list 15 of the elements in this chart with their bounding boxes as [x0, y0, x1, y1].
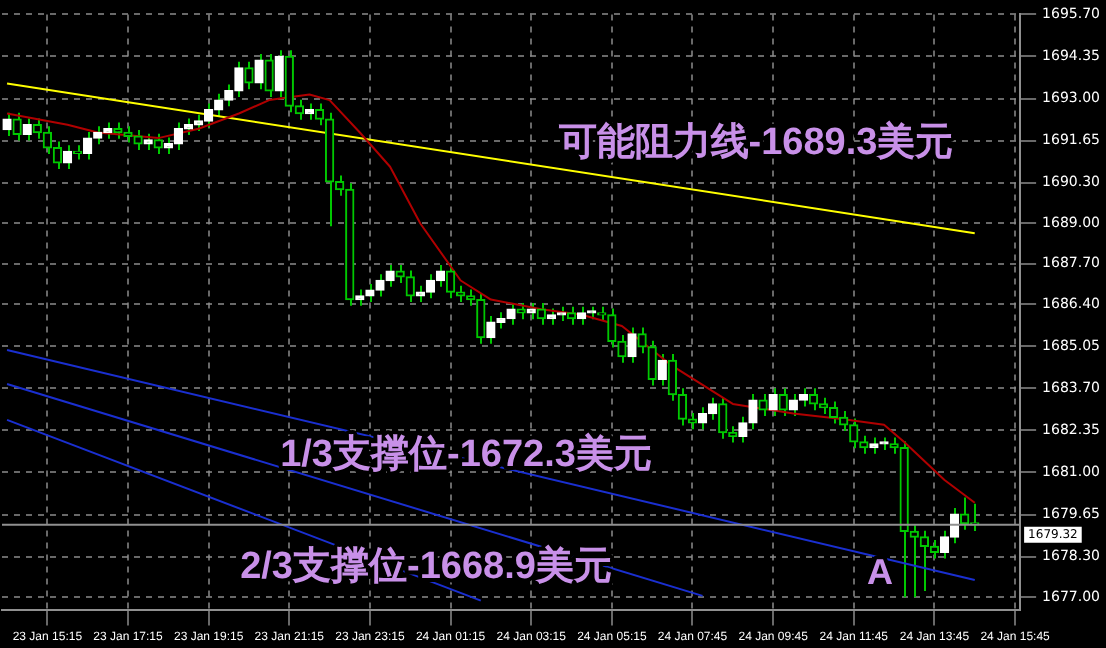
- candlestick: [445, 263, 456, 300]
- candlestick: [647, 339, 657, 387]
- candlestick: [264, 52, 274, 98]
- candlestick: [849, 417, 859, 450]
- candlestick: [244, 60, 254, 91]
- annotation: 可能阻力线-1689.3美元: [556, 120, 954, 165]
- candlestick: [12, 111, 22, 142]
- annotation: A: [867, 551, 893, 592]
- candlestick: [778, 387, 788, 418]
- candlestick: [758, 392, 768, 418]
- candlestick: [637, 326, 647, 355]
- candlestick: [859, 434, 869, 455]
- candlestick: [405, 269, 415, 304]
- candlestick: [566, 305, 577, 326]
- candlestick: [153, 132, 163, 156]
